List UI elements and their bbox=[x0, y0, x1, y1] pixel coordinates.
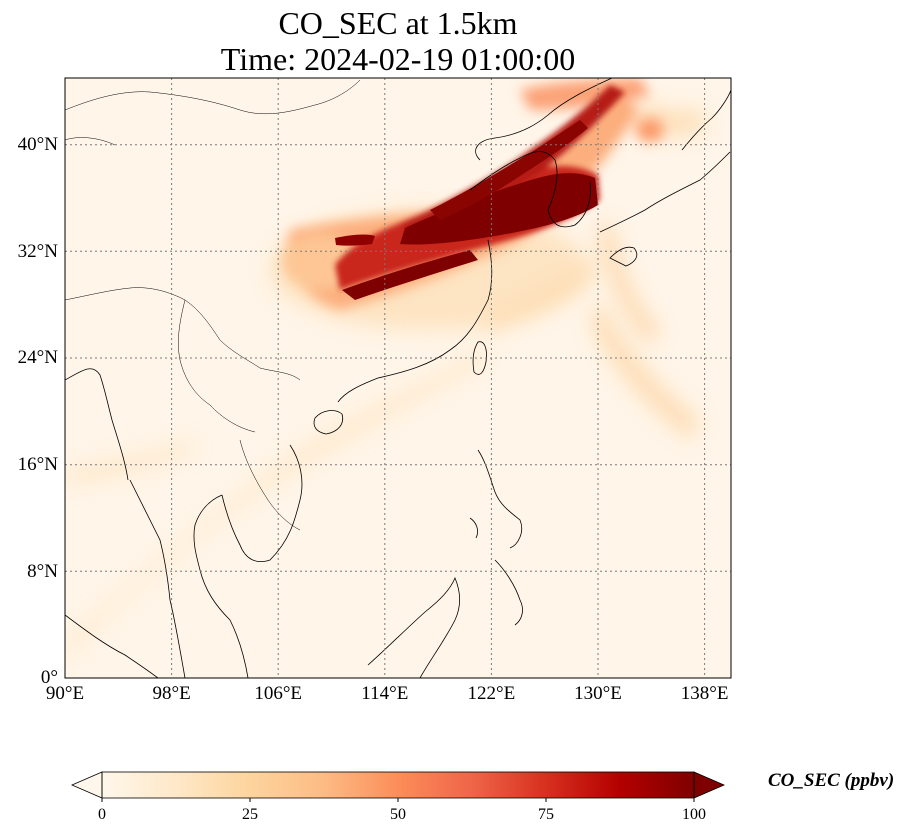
concentration-field bbox=[65, 78, 705, 660]
y-tick-label: 8°N bbox=[27, 561, 58, 582]
x-tick-label: 106°E bbox=[254, 683, 303, 704]
y-tick-label: 0° bbox=[40, 667, 58, 688]
colorbar-extend-low bbox=[70, 771, 103, 799]
map-background bbox=[65, 78, 731, 678]
colorbar-tick-label: 0 bbox=[98, 806, 106, 823]
colorbar-tick-label: 25 bbox=[242, 806, 258, 823]
y-tick-label: 24°N bbox=[17, 347, 58, 368]
colorbar-gradient bbox=[102, 772, 694, 798]
y-tick-label: 40°N bbox=[17, 134, 58, 155]
y-tick-label: 16°N bbox=[17, 454, 58, 475]
x-tick-label: 130°E bbox=[574, 683, 622, 704]
x-tick-label: 98°E bbox=[152, 683, 191, 704]
colorbar bbox=[70, 771, 726, 802]
colorbar-label: CO_SEC (ppbv) bbox=[768, 770, 895, 791]
x-tick-label: 122°E bbox=[467, 683, 516, 704]
x-tick-label: 114°E bbox=[361, 683, 409, 704]
colorbar-tick-label: 100 bbox=[682, 806, 706, 823]
y-tick-label: 32°N bbox=[17, 241, 58, 262]
gridlines bbox=[65, 78, 731, 678]
x-tick-label: 138°E bbox=[680, 683, 729, 704]
map-frame bbox=[64, 77, 732, 679]
map-time-subtitle: Time: 2024-02-19 01:00:00 bbox=[220, 41, 576, 77]
colorbar-tick-label: 75 bbox=[538, 806, 554, 823]
coastlines bbox=[65, 78, 731, 678]
x-tick-label: 90°E bbox=[45, 683, 85, 704]
colorbar-extend-high bbox=[693, 771, 726, 799]
map-title: CO_SEC at 1.5km bbox=[278, 5, 518, 41]
colorbar-tick-label: 50 bbox=[390, 806, 406, 823]
